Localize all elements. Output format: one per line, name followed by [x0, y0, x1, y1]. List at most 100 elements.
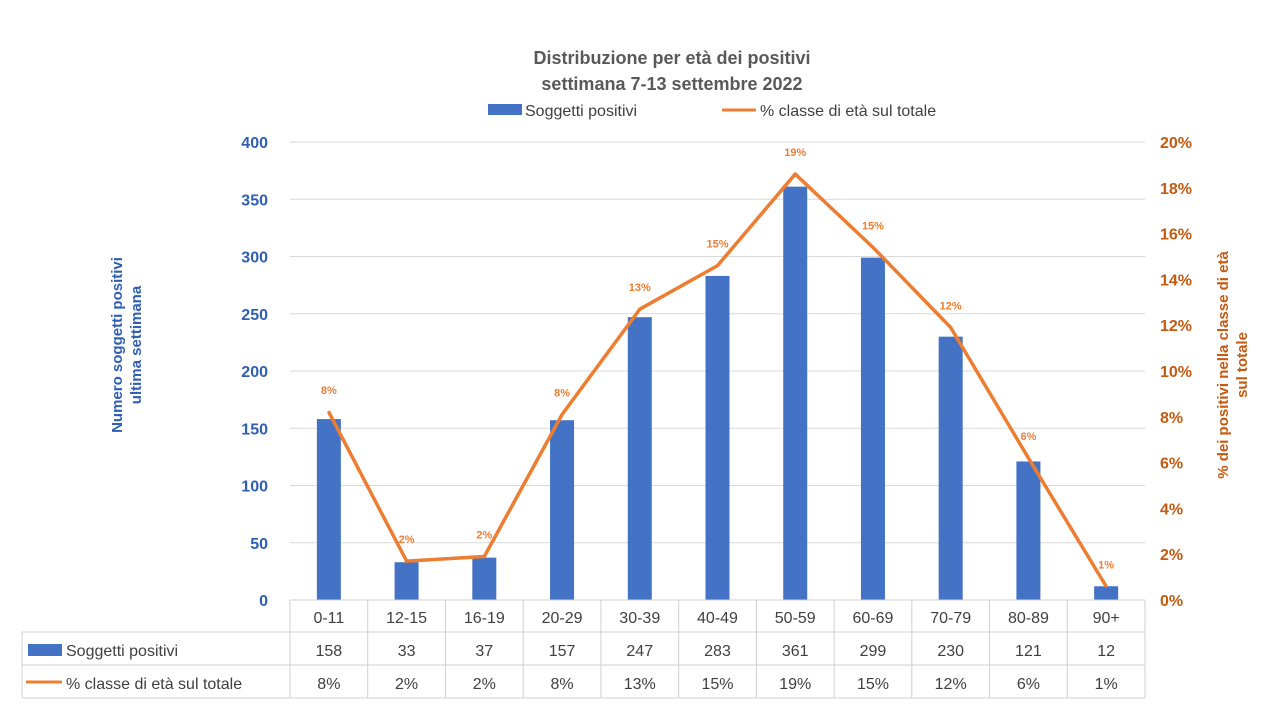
category-label: 40-49 — [697, 610, 738, 627]
left-axis-title: Numero soggetti positivi ultima settimana — [109, 257, 145, 433]
right-tick-label: 14% — [1160, 272, 1192, 289]
right-tick-label: 4% — [1160, 501, 1183, 518]
table-cell-percent: 6% — [1017, 676, 1040, 693]
line-point-90+ — [1104, 584, 1108, 588]
table-cell-percent: 2% — [395, 676, 418, 693]
right-axis-title-line: % dei positivi nella classe di età — [1215, 251, 1232, 479]
left-tick-label: 250 — [241, 307, 268, 324]
left-axis-title-line: ultima settimana — [128, 285, 145, 404]
bar-16-19 — [472, 557, 497, 600]
table-bar-swatch — [28, 644, 62, 656]
line-point-60-69 — [871, 245, 875, 249]
bar-70-79 — [938, 336, 963, 600]
table-cell-count: 283 — [704, 643, 731, 660]
category-label: 50-59 — [775, 610, 816, 627]
table-cell-percent: 13% — [624, 676, 656, 693]
right-tick-label: 12% — [1160, 318, 1192, 335]
data-label: 6% — [1020, 431, 1036, 443]
category-label: 20-29 — [542, 610, 583, 627]
table-cell-count: 12 — [1097, 643, 1115, 660]
table-cell-percent: 1% — [1095, 676, 1118, 693]
bar-60-69 — [860, 257, 885, 600]
category-label: 16-19 — [464, 610, 505, 627]
right-tick-label: 0% — [1160, 593, 1183, 610]
table-cell-count: 37 — [475, 643, 493, 660]
right-tick-label: 2% — [1160, 547, 1183, 564]
bar-12-15 — [394, 562, 419, 600]
left-tick-label: 0 — [259, 593, 268, 610]
right-tick-label: 8% — [1160, 410, 1183, 427]
bar-20-29 — [550, 420, 575, 600]
data-label: 19% — [784, 147, 806, 159]
line-point-16-19 — [482, 554, 486, 558]
line-point-12-15 — [405, 559, 409, 563]
bar-0-11 — [316, 419, 341, 600]
left-tick-label: 200 — [241, 364, 268, 381]
line-point-70-79 — [949, 325, 953, 329]
table-cell-percent: 2% — [473, 676, 496, 693]
table-cell-count: 33 — [398, 643, 416, 660]
data-label: 8% — [321, 385, 337, 397]
bar-30-39 — [627, 317, 652, 600]
bar-80-89 — [1016, 461, 1041, 600]
category-label: 12-15 — [386, 610, 427, 627]
line-point-20-29 — [560, 413, 564, 417]
left-tick-label: 400 — [241, 135, 268, 152]
table-cell-count: 361 — [782, 643, 809, 660]
table-row-label: % classe di età sul totale — [66, 676, 242, 693]
data-label: 2% — [399, 534, 415, 546]
bar-50-59 — [783, 186, 808, 600]
legend-bar-swatch — [488, 104, 522, 115]
right-tick-label: 10% — [1160, 364, 1192, 381]
bar-40-49 — [705, 275, 730, 600]
table-cell-count: 158 — [316, 643, 343, 660]
table-cell-percent: 8% — [317, 676, 340, 693]
legend-label: Soggetti positivi — [525, 103, 637, 120]
chart-subtitle: settimana 7-13 settembre 2022 — [541, 74, 802, 94]
table-cell-percent: 15% — [857, 676, 889, 693]
data-label: 8% — [554, 388, 570, 400]
table-cell-count: 247 — [626, 643, 653, 660]
table-cell-percent: 19% — [779, 676, 811, 693]
bar-90+ — [1094, 586, 1119, 600]
category-label: 0-11 — [313, 610, 344, 627]
table-cell-percent: 8% — [550, 676, 573, 693]
left-tick-label: 300 — [241, 250, 268, 267]
table-cell-count: 230 — [937, 643, 964, 660]
data-label: 13% — [629, 282, 651, 294]
line-point-0-11 — [327, 410, 331, 414]
left-tick-label: 350 — [241, 192, 268, 209]
category-label: 90+ — [1093, 610, 1120, 627]
data-label: 2% — [476, 529, 492, 541]
data-label: 12% — [940, 300, 962, 312]
table-cell-count: 121 — [1015, 643, 1042, 660]
data-label: 1% — [1098, 559, 1114, 571]
table-row-label: Soggetti positivi — [66, 643, 178, 660]
table-cell-percent: 12% — [935, 676, 967, 693]
data-label: 15% — [862, 220, 884, 232]
category-label: 70-79 — [930, 610, 971, 627]
right-tick-label: 20% — [1160, 135, 1192, 152]
line-point-30-39 — [638, 307, 642, 311]
category-label: 80-89 — [1008, 610, 1049, 627]
right-tick-label: 18% — [1160, 181, 1192, 198]
left-tick-label: 50 — [250, 536, 268, 553]
right-axis-title: % dei positivi nella classe di età sul to… — [1215, 251, 1251, 479]
left-axis-title-line: Numero soggetti positivi — [109, 257, 126, 433]
line-point-80-89 — [1026, 456, 1030, 460]
legend-label: % classe di età sul totale — [760, 103, 936, 120]
category-label: 60-69 — [852, 610, 893, 627]
chart-title: Distribuzione per età dei positivi — [533, 48, 810, 68]
line-point-40-49 — [716, 264, 719, 268]
table-cell-count: 157 — [549, 643, 576, 660]
left-tick-label: 100 — [241, 479, 268, 496]
data-label: 15% — [706, 239, 728, 251]
right-tick-label: 6% — [1160, 456, 1183, 473]
left-tick-label: 150 — [241, 421, 268, 438]
table-cell-count: 299 — [860, 643, 887, 660]
right-tick-label: 16% — [1160, 227, 1192, 244]
right-axis-title-line: sul totale — [1234, 332, 1251, 398]
line-point-50-59 — [793, 172, 797, 176]
category-label: 30-39 — [619, 610, 660, 627]
